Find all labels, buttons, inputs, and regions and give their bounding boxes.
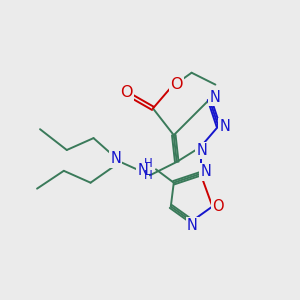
Text: N: N: [187, 218, 198, 233]
Text: O: O: [212, 199, 224, 214]
Text: O: O: [120, 85, 133, 100]
Text: H: H: [144, 158, 153, 170]
Text: N: N: [200, 164, 211, 179]
Text: N: N: [220, 119, 230, 134]
Text: N: N: [110, 152, 121, 166]
Text: H: H: [144, 169, 153, 182]
Text: N: N: [137, 163, 148, 178]
Text: O: O: [170, 77, 182, 92]
Text: N: N: [196, 143, 208, 158]
Text: N: N: [209, 90, 220, 105]
